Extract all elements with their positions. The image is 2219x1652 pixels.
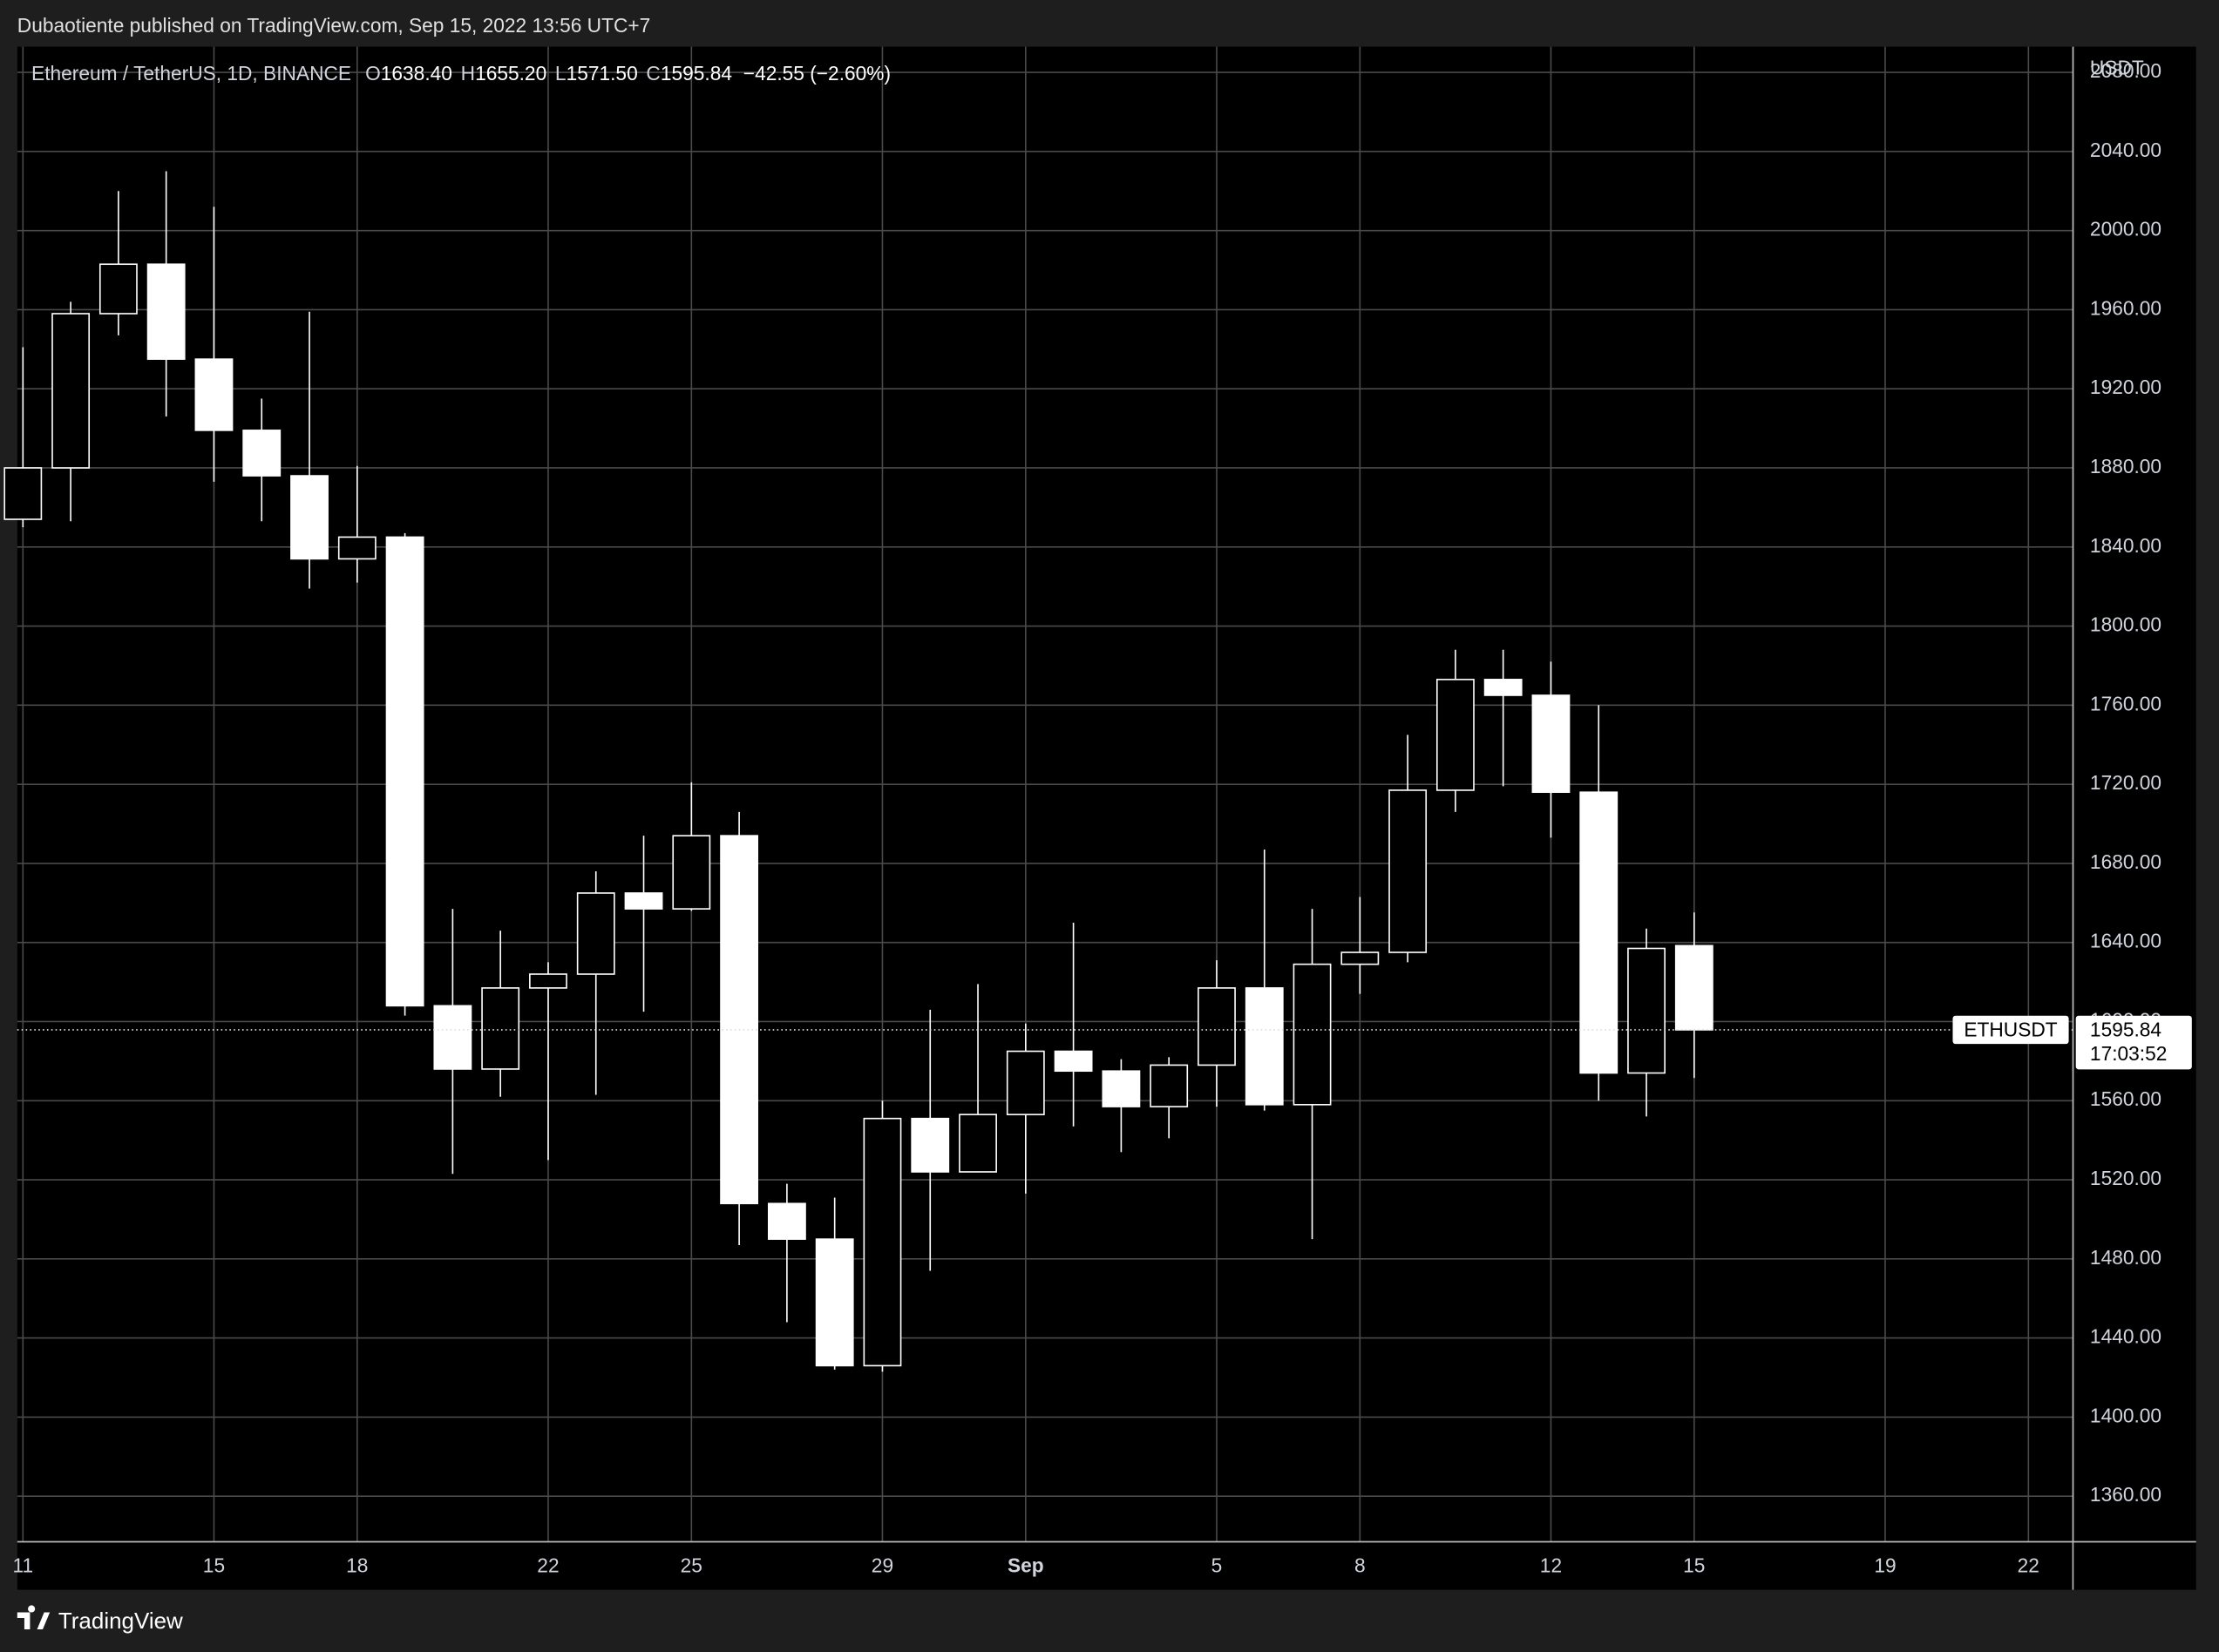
price-tag-countdown: 17:03:52 xyxy=(2090,1042,2167,1065)
y-tick-label: 1680.00 xyxy=(2090,850,2161,873)
candle-body xyxy=(1293,963,1332,1106)
ohlc: O1638.40 H1655.20 L1571.50 C1595.84 xyxy=(365,62,732,85)
y-tick-label: 1840.00 xyxy=(2090,534,2161,557)
y-tick-label: 1400.00 xyxy=(2090,1404,2161,1426)
y-tick-label: 1360.00 xyxy=(2090,1483,2161,1506)
candle-body xyxy=(146,263,186,360)
y-tick-label: 2040.00 xyxy=(2090,139,2161,161)
candle-body xyxy=(290,475,329,560)
price-axis xyxy=(2074,46,2196,1542)
x-tick-label: 8 xyxy=(1354,1554,1366,1577)
y-tick-label: 1960.00 xyxy=(2090,296,2161,319)
price-tag xyxy=(2075,1015,2192,1070)
candle-body xyxy=(720,835,759,1205)
candle-body xyxy=(529,973,567,989)
publisher: Dubaotiente published on TradingView.com… xyxy=(17,14,650,37)
symbol-tag xyxy=(1952,1015,2069,1045)
brand: TradingView xyxy=(58,1608,183,1634)
y-tick-label: 1720.00 xyxy=(2090,771,2161,794)
symbol: Ethereum / TetherUS, 1D, BINANCE xyxy=(31,62,351,85)
x-tick-label: 18 xyxy=(346,1554,368,1577)
ohlc-value: 1655.20 xyxy=(475,62,546,85)
candle-body xyxy=(1340,951,1380,965)
x-tick-label: 5 xyxy=(1211,1554,1223,1577)
y-tick-label: 1440.00 xyxy=(2090,1325,2161,1348)
candles xyxy=(3,171,1713,1372)
candle-body xyxy=(194,358,234,431)
ohlc-value: 1571.50 xyxy=(567,62,638,85)
candle-body xyxy=(1102,1070,1141,1107)
y-tick-label: 1480.00 xyxy=(2090,1246,2161,1269)
y-tick-label: 1640.00 xyxy=(2090,930,2161,952)
y-tick-label: 1520.00 xyxy=(2090,1167,2161,1189)
candle-body xyxy=(767,1202,806,1240)
candle-body xyxy=(1579,791,1618,1074)
candle-body xyxy=(98,263,138,315)
candle-body xyxy=(815,1238,854,1367)
candle-body xyxy=(1054,1050,1093,1073)
y-tick-label: 1760.00 xyxy=(2090,692,2161,714)
y-tick-label: 1920.00 xyxy=(2090,376,2161,398)
candle-body xyxy=(337,536,377,560)
change: −42.55 (−2.60%) xyxy=(743,62,891,85)
candle-body xyxy=(1245,987,1284,1106)
y-tick-label: 1880.00 xyxy=(2090,455,2161,477)
logo xyxy=(17,1605,51,1630)
candle-body xyxy=(385,536,424,1007)
candle-body xyxy=(1198,987,1236,1066)
x-tick-label: 15 xyxy=(203,1554,225,1577)
y-tick-label: 1560.00 xyxy=(2090,1087,2161,1110)
ohlc-label: L xyxy=(555,62,567,85)
x-tick-label: 22 xyxy=(2018,1554,2039,1577)
candle-body xyxy=(1531,694,1571,794)
candle-body xyxy=(51,313,91,469)
currency: USDT xyxy=(2090,57,2144,79)
ohlc-value: 1638.40 xyxy=(381,62,452,85)
footer-logo: TradingView xyxy=(17,1605,183,1634)
candle-body xyxy=(959,1114,997,1173)
candle-body xyxy=(1150,1064,1189,1107)
ohlc-label: H xyxy=(461,62,475,85)
symbol-tag-text: ETHUSDT xyxy=(1964,1019,2057,1041)
x-tick-label: 22 xyxy=(537,1554,559,1577)
candle-body xyxy=(1674,944,1713,1031)
grid xyxy=(17,46,2073,1542)
y-tick-label: 2000.00 xyxy=(2090,218,2161,240)
y-tick-label: 1800.00 xyxy=(2090,613,2161,636)
candle-body xyxy=(911,1117,950,1173)
candle-body xyxy=(624,892,663,910)
symbol-legend: Ethereum / TetherUS, 1D, BINANCE O1638.4… xyxy=(31,62,891,85)
candle-body xyxy=(1388,789,1428,953)
x-tick-label: Sep xyxy=(1008,1554,1044,1577)
candle-body xyxy=(3,467,43,520)
ohlc-label: O xyxy=(365,62,381,85)
ohlc-value: 1595.84 xyxy=(661,62,732,85)
candle-body xyxy=(481,987,520,1070)
candle-body xyxy=(863,1117,902,1367)
candle-body xyxy=(672,835,711,910)
ohlc-label: C xyxy=(646,62,660,85)
candle-body xyxy=(242,430,282,477)
candle-body xyxy=(576,892,615,975)
x-tick-label: 29 xyxy=(872,1554,893,1577)
candle-body xyxy=(433,1005,472,1070)
x-tick-label: 12 xyxy=(1540,1554,1562,1577)
candle-body xyxy=(1627,947,1666,1074)
candle-body xyxy=(1006,1050,1045,1115)
x-tick-label: 15 xyxy=(1683,1554,1705,1577)
x-tick-label: 25 xyxy=(681,1554,702,1577)
time-axis xyxy=(17,1543,2196,1590)
y-tick-label: 2080.00 xyxy=(2090,59,2161,82)
candle-body xyxy=(1435,679,1475,791)
plot-area xyxy=(17,46,2073,1542)
candle-body xyxy=(1483,679,1523,696)
price-tag-value: 1595.84 xyxy=(2090,1019,2161,1041)
x-tick-label: 19 xyxy=(1874,1554,1896,1577)
x-tick-label: 11 xyxy=(13,1554,34,1577)
